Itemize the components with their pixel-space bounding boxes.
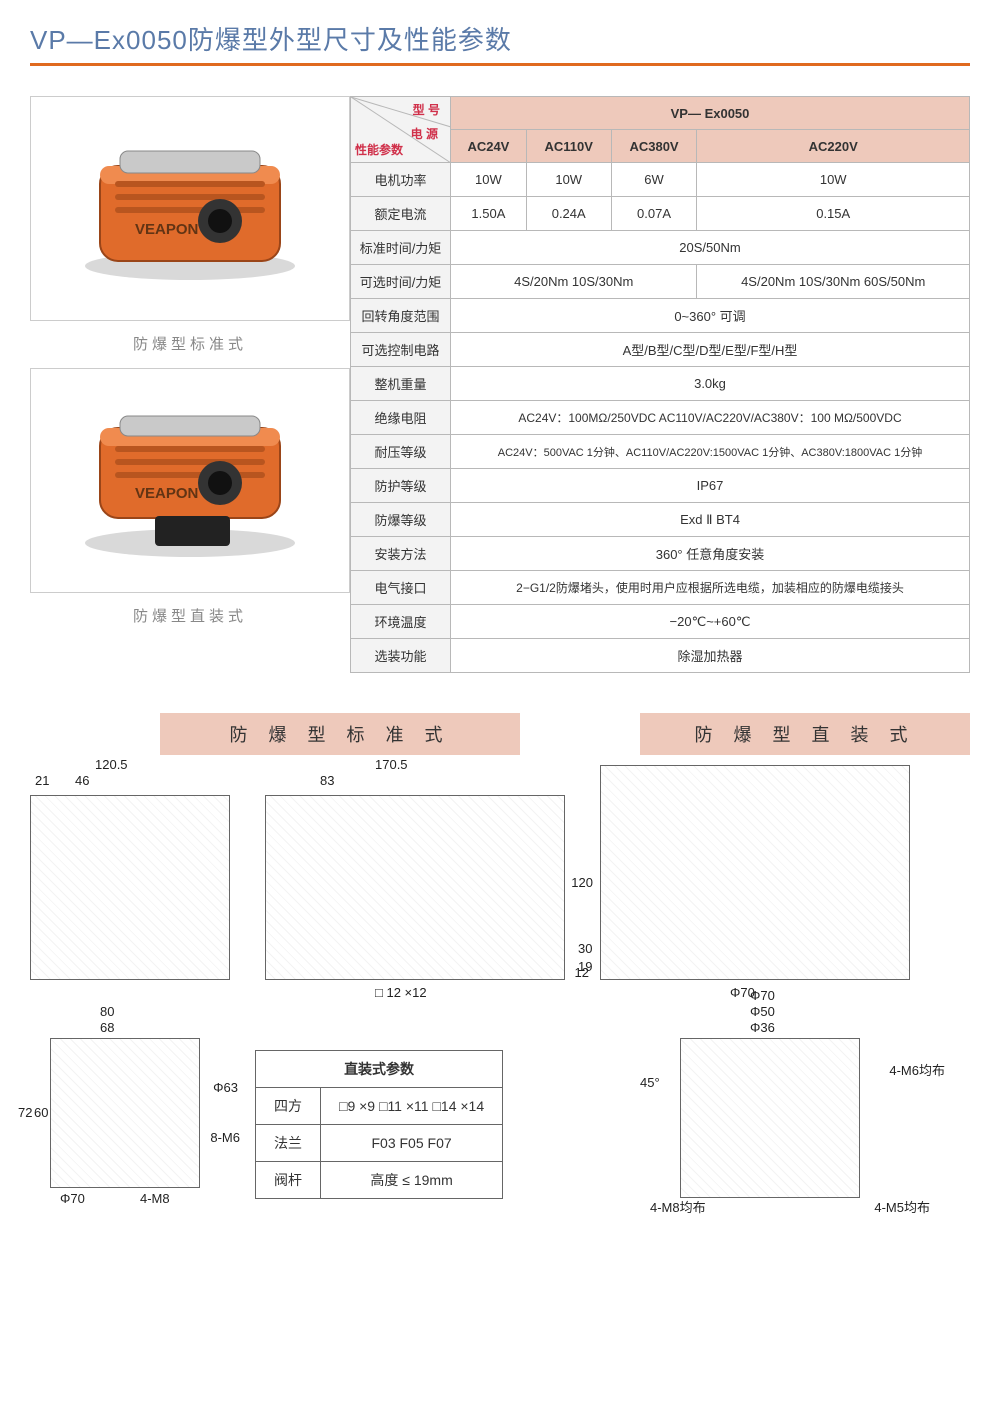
mini-table-wrap: 直装式参数 四方□9 ×9 □11 ×11 □14 ×14 法兰F03 F05 … [255,1020,575,1199]
mini-r1v: □9 ×9 □11 ×11 □14 ×14 [321,1088,503,1125]
col-ac380: AC380V [611,130,697,163]
row-angle: 回转角度范围0~360° 可调 [351,299,970,333]
label-model: 型 号 [413,101,440,118]
top-section: VEAPON 防爆型标准式 VEAPON 防爆型直装式 型 号 [30,96,970,673]
col-ac110: AC110V [526,130,611,163]
svg-text:VEAPON: VEAPON [135,221,198,238]
mini-r2v: F03 F05 F07 [321,1125,503,1162]
svg-text:VEAPON: VEAPON [135,485,198,502]
drawing-side-direct: 30 19 Φ70 [600,775,910,980]
row-protection: 防护等级IP67 [351,469,970,503]
mini-table: 直装式参数 四方□9 ×9 □11 ×11 □14 ×14 法兰F03 F05 … [255,1050,503,1199]
section-titles: 防 爆 型 标 准 式 防 爆 型 直 装 式 [30,713,970,755]
label-power: 电 源 [411,125,438,142]
label-param: 性能参数 [355,141,403,158]
mini-r3l: 阀杆 [256,1162,321,1199]
drawing-front-standard: 120.5 21 46 [30,775,230,980]
row-motor-power: 电机功率 10W10W 6W10W [351,163,970,197]
drawing-base-standard: 80 68 72 60 Φ63 8-M6 Φ70 4-M8 [30,1020,220,1188]
row-weight: 整机重量3.0kg [351,367,970,401]
drawing-base-direct: Φ70 Φ50 Φ36 45° 4-M6均布 4-M8均布 4-M5均布 [650,1020,900,1198]
model-value: VP— Ex0050 [451,97,970,130]
col-ac220: AC220V [697,130,970,163]
mini-title: 直装式参数 [256,1051,503,1088]
actuator-direct-icon: VEAPON [60,398,320,563]
mini-r2l: 法兰 [256,1125,321,1162]
row-temp: 环境温度−20℃~+60℃ [351,605,970,639]
row-insulation: 绝缘电阻AC24V：100MΩ/250VDC AC110V/AC220V/AC3… [351,401,970,435]
corner-cell: 型 号 电 源 性能参数 [351,97,451,163]
product-photo-standard: VEAPON [30,96,350,321]
row-withstand: 耐压等级AC24V：500VAC 1分钟、AC110V/AC220V:1500V… [351,435,970,469]
caption-direct: 防爆型直装式 [30,599,350,634]
drawings-row2: 80 68 72 60 Φ63 8-M6 Φ70 4-M8 直装式参数 四方□9… [30,1020,970,1199]
section-title-direct: 防 爆 型 直 装 式 [640,713,970,755]
page-title: VP—Ex0050防爆型外型尺寸及性能参数 [30,20,970,66]
drawing-side-standard: 170.5 83 120 12 □ 12 ×12 [265,775,565,980]
row-install: 安装方法360° 任意角度安装 [351,537,970,571]
row-opt-time: 可选时间/力矩4S/20Nm 10S/30Nm4S/20Nm 10S/30Nm … [351,265,970,299]
row-rated-current: 额定电流 1.50A0.24A 0.07A0.15A [351,197,970,231]
section-title-standard: 防 爆 型 标 准 式 [160,713,520,755]
photo-column: VEAPON 防爆型标准式 VEAPON 防爆型直装式 [30,96,350,673]
row-interface: 电气接口2−G1/2防爆堵头，使用时用户应根据所选电缆，加装相应的防爆电缆接头 [351,571,970,605]
mini-r1l: 四方 [256,1088,321,1125]
row-std-time: 标准时间/力矩20S/50Nm [351,231,970,265]
row-explosion: 防爆等级Exd Ⅱ BT4 [351,503,970,537]
actuator-standard-icon: VEAPON [60,126,320,291]
caption-standard: 防爆型标准式 [30,327,350,362]
mini-r3v: 高度 ≤ 19mm [321,1162,503,1199]
spec-table: 型 号 电 源 性能参数 VP— Ex0050 AC24V AC110V AC3… [350,96,970,673]
row-option: 选装功能除湿加热器 [351,639,970,673]
drawings-row1: 120.5 21 46 170.5 83 120 12 □ 12 ×12 30 … [30,775,970,980]
col-ac24: AC24V [451,130,527,163]
row-circuit: 可选控制电路A型/B型/C型/D型/E型/F型/H型 [351,333,970,367]
product-photo-direct: VEAPON [30,368,350,593]
